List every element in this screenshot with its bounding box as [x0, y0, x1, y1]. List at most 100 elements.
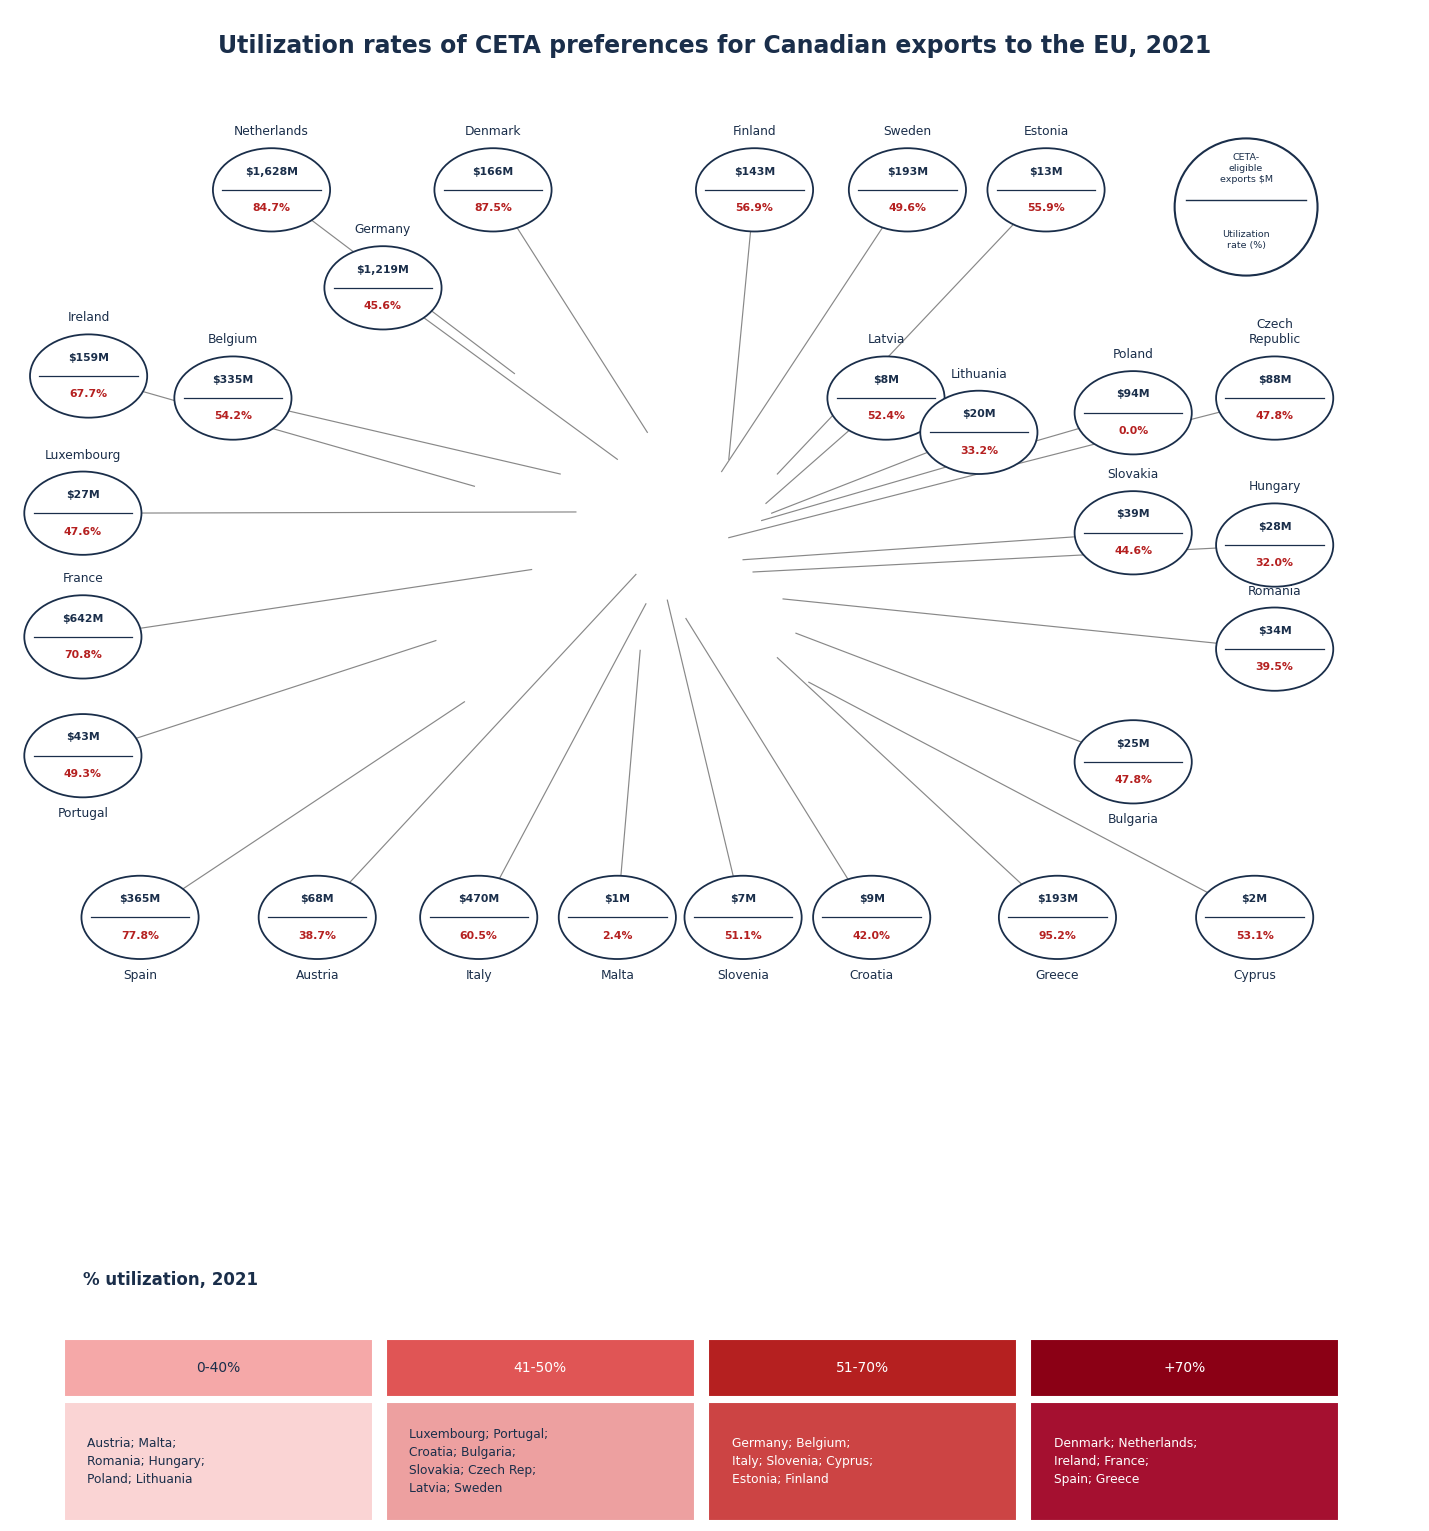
Text: $7M: $7M	[730, 894, 756, 903]
Text: 52.4%: 52.4%	[867, 412, 905, 421]
Text: +70%: +70%	[1163, 1361, 1206, 1375]
Text: 49.6%: 49.6%	[889, 204, 926, 213]
Text: $1,219M: $1,219M	[356, 265, 410, 274]
Text: 45.6%: 45.6%	[364, 302, 402, 311]
Text: 95.2%: 95.2%	[1039, 931, 1076, 940]
Text: France: France	[63, 573, 103, 585]
Text: Utilization
rate (%): Utilization rate (%)	[1222, 230, 1270, 250]
Text: 67.7%: 67.7%	[70, 389, 107, 400]
Text: Netherlands: Netherlands	[234, 126, 309, 138]
Text: 33.2%: 33.2%	[960, 446, 997, 456]
Text: % utilization, 2021: % utilization, 2021	[83, 1271, 259, 1289]
Text: Luxembourg; Portugal;
Croatia; Bulgaria;
Slovakia; Czech Rep;
Latvia; Sweden: Luxembourg; Portugal; Croatia; Bulgaria;…	[410, 1428, 549, 1494]
Ellipse shape	[1216, 608, 1333, 690]
Ellipse shape	[420, 876, 537, 958]
Text: 54.2%: 54.2%	[214, 412, 252, 421]
Text: 51-70%: 51-70%	[836, 1361, 889, 1375]
Ellipse shape	[1216, 357, 1333, 439]
Text: $25M: $25M	[1116, 738, 1150, 749]
Text: 2.4%: 2.4%	[602, 931, 633, 940]
Text: Czech
Republic: Czech Republic	[1249, 318, 1300, 346]
FancyBboxPatch shape	[386, 1402, 694, 1520]
Text: Germany; Belgium;
Italy; Slovenia; Cyprus;
Estonia; Finland: Germany; Belgium; Italy; Slovenia; Cypru…	[732, 1438, 873, 1487]
Text: $193M: $193M	[1037, 894, 1077, 903]
Ellipse shape	[849, 149, 966, 231]
Text: $143M: $143M	[735, 167, 775, 176]
Text: 0.0%: 0.0%	[1117, 426, 1149, 436]
Text: $68M: $68M	[300, 894, 334, 903]
Ellipse shape	[813, 876, 930, 958]
FancyBboxPatch shape	[64, 1340, 373, 1396]
Text: $335M: $335M	[213, 375, 253, 384]
Ellipse shape	[324, 246, 442, 329]
Text: Denmark; Netherlands;
Ireland; France;
Spain; Greece: Denmark; Netherlands; Ireland; France; S…	[1053, 1438, 1198, 1487]
Ellipse shape	[827, 357, 945, 439]
Text: 60.5%: 60.5%	[460, 931, 497, 940]
Text: $20M: $20M	[962, 409, 996, 419]
FancyBboxPatch shape	[1030, 1402, 1339, 1520]
Text: Sweden: Sweden	[883, 126, 932, 138]
Text: $1M: $1M	[604, 894, 630, 903]
Text: $470M: $470M	[459, 894, 499, 903]
Text: $365M: $365M	[120, 894, 160, 903]
Ellipse shape	[920, 390, 1037, 475]
Text: 32.0%: 32.0%	[1256, 559, 1293, 568]
Ellipse shape	[684, 876, 802, 958]
Text: Portugal: Portugal	[57, 807, 109, 821]
Text: $88M: $88M	[1258, 375, 1292, 384]
Text: Denmark: Denmark	[464, 126, 522, 138]
FancyBboxPatch shape	[1030, 1340, 1339, 1396]
Ellipse shape	[81, 876, 199, 958]
Text: 42.0%: 42.0%	[853, 931, 890, 940]
Ellipse shape	[24, 713, 141, 798]
Ellipse shape	[24, 596, 141, 678]
Text: $2M: $2M	[1242, 894, 1268, 903]
Text: CETA-
eligible
exports $M: CETA- eligible exports $M	[1219, 153, 1273, 184]
Text: Italy: Italy	[466, 969, 492, 981]
Ellipse shape	[999, 876, 1116, 958]
Text: 41-50%: 41-50%	[514, 1361, 567, 1375]
Text: Germany: Germany	[354, 224, 412, 236]
Text: 47.8%: 47.8%	[1115, 775, 1152, 785]
Text: Greece: Greece	[1036, 969, 1079, 981]
Text: 38.7%: 38.7%	[299, 931, 336, 940]
Text: $8M: $8M	[873, 375, 899, 384]
Text: Utilization rates of CETA preferences for Canadian exports to the EU, 2021: Utilization rates of CETA preferences fo…	[217, 34, 1212, 58]
Text: Slovenia: Slovenia	[717, 969, 769, 981]
Text: 87.5%: 87.5%	[474, 204, 512, 213]
Text: Cyprus: Cyprus	[1233, 969, 1276, 981]
Text: $1,628M: $1,628M	[244, 167, 299, 176]
Ellipse shape	[1216, 504, 1333, 586]
Text: $13M: $13M	[1029, 167, 1063, 176]
Text: $28M: $28M	[1258, 522, 1292, 531]
FancyBboxPatch shape	[64, 1402, 373, 1520]
Text: Malta: Malta	[600, 969, 634, 981]
Text: Ireland: Ireland	[67, 311, 110, 325]
Text: Latvia: Latvia	[867, 334, 905, 346]
Text: 39.5%: 39.5%	[1256, 663, 1293, 672]
Ellipse shape	[24, 472, 141, 554]
Ellipse shape	[174, 357, 292, 439]
Text: Hungary: Hungary	[1249, 481, 1300, 493]
Text: Spain: Spain	[123, 969, 157, 981]
FancyBboxPatch shape	[386, 1340, 694, 1396]
Text: 49.3%: 49.3%	[64, 769, 101, 779]
Text: Luxembourg: Luxembourg	[44, 449, 121, 461]
Text: Bulgaria: Bulgaria	[1107, 813, 1159, 827]
Ellipse shape	[213, 149, 330, 231]
Text: Slovakia: Slovakia	[1107, 468, 1159, 481]
Text: $159M: $159M	[69, 352, 109, 363]
Text: 84.7%: 84.7%	[253, 204, 290, 213]
Text: 47.6%: 47.6%	[64, 527, 101, 536]
Text: 44.6%: 44.6%	[1115, 547, 1152, 556]
Text: Croatia: Croatia	[850, 969, 893, 981]
Ellipse shape	[30, 334, 147, 418]
Text: $9M: $9M	[859, 894, 885, 903]
Text: $642M: $642M	[63, 614, 103, 623]
FancyBboxPatch shape	[707, 1402, 1017, 1520]
Text: 56.9%: 56.9%	[736, 204, 773, 213]
Text: $43M: $43M	[66, 732, 100, 743]
Text: Belgium: Belgium	[207, 334, 259, 346]
Text: Lithuania: Lithuania	[950, 367, 1007, 381]
Text: Austria; Malta;
Romania; Hungary;
Poland; Lithuania: Austria; Malta; Romania; Hungary; Poland…	[87, 1438, 206, 1487]
